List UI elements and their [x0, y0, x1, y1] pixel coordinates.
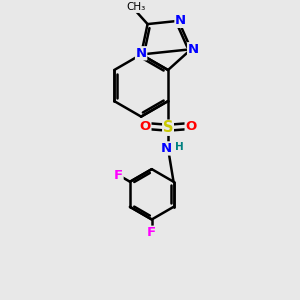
Text: N: N	[161, 142, 172, 155]
Text: N: N	[175, 14, 186, 27]
Text: N: N	[188, 43, 199, 56]
Text: CH₃: CH₃	[127, 2, 146, 12]
Text: N: N	[136, 47, 147, 60]
Text: F: F	[147, 226, 156, 239]
Text: F: F	[114, 169, 123, 182]
Text: H: H	[175, 142, 184, 152]
Text: O: O	[140, 120, 151, 133]
Text: O: O	[185, 120, 196, 133]
Text: S: S	[163, 120, 173, 135]
